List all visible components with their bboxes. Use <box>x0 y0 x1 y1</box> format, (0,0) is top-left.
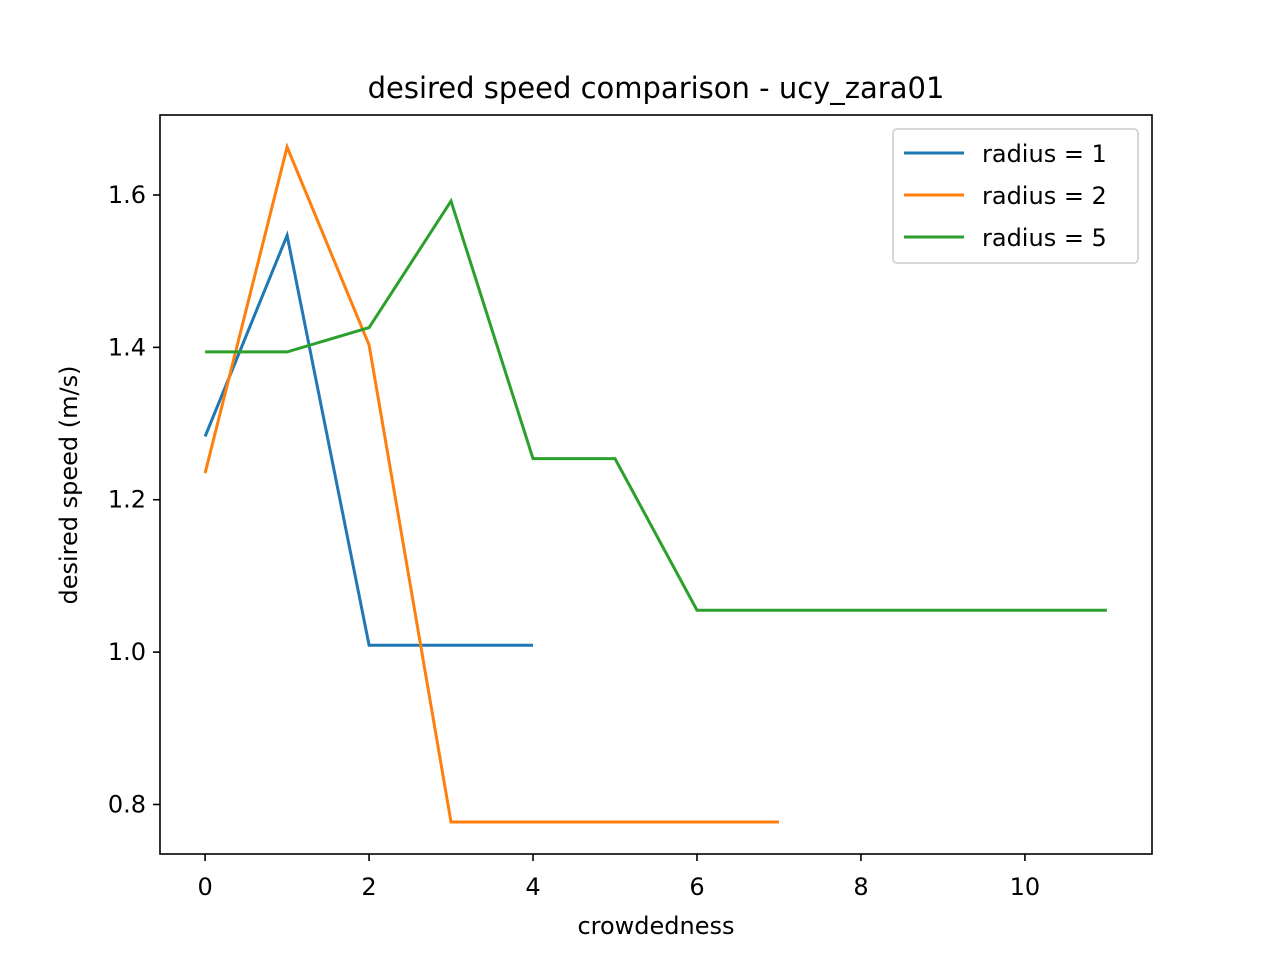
x-axis-title: crowdedness <box>577 912 734 940</box>
series-line-3 <box>205 197 1107 612</box>
series-line-2 <box>203 142 779 824</box>
legend-box <box>892 128 1139 264</box>
x-tick-label: 2 <box>361 873 376 901</box>
x-tick-label: 6 <box>689 873 704 901</box>
y-axis: 0.8 1.0 1.2 1.4 1.6 <box>108 181 160 818</box>
x-tick-label: 8 <box>853 873 868 901</box>
y-tick-label: 1.4 <box>108 333 146 361</box>
chart-title: desired speed comparison - ucy_zara01 <box>368 71 945 105</box>
x-axis: 0 2 4 6 8 10 <box>197 854 1040 901</box>
y-tick-label: 0.8 <box>108 790 146 818</box>
y-tick-label: 1.2 <box>108 486 146 514</box>
x-tick-label: 4 <box>525 873 540 901</box>
legend-label-1: radius = 1 <box>982 140 1107 168</box>
legend-label-2: radius = 2 <box>982 182 1107 210</box>
series-layer <box>203 142 1107 824</box>
y-tick-label: 1.0 <box>108 638 146 666</box>
legend-label-3: radius = 5 <box>982 224 1107 252</box>
x-tick-label: 0 <box>197 873 212 901</box>
x-tick-label: 10 <box>1010 873 1041 901</box>
legend: radius = 1 radius = 2 radius = 5 <box>892 128 1139 264</box>
series-line-1 <box>203 230 533 647</box>
plot-frame <box>159 114 1153 855</box>
y-axis-title: desired speed (m/s) <box>55 366 83 605</box>
y-tick-label: 1.6 <box>108 181 146 209</box>
